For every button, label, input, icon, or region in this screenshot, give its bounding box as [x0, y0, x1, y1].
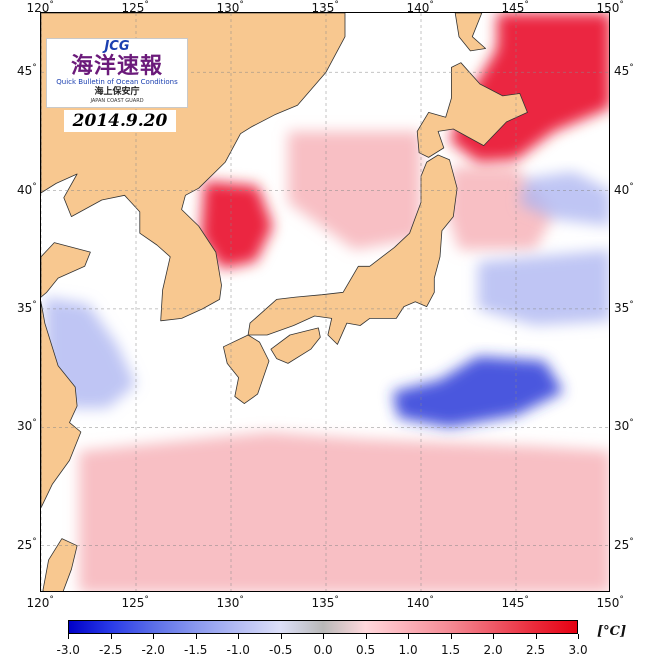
tick-lat-left-30: 30° [17, 418, 37, 434]
tick-lon-bottom-125: 125° [121, 595, 149, 610]
colorbar-tick-mark-5 [281, 634, 282, 639]
tick-lat-right-30: 30° [614, 418, 634, 434]
tick-lat-right-35: 35° [614, 299, 634, 315]
colorbar-tick-8: 1.0 [398, 643, 418, 657]
land-shikoku [270, 327, 321, 364]
colorbar-tick-mark-1 [111, 634, 112, 639]
tick-lon-bottom-145: 145° [501, 595, 529, 610]
tick-lon-bottom-120: 120° [26, 595, 54, 610]
tick-lon-top-145: 145° [501, 0, 529, 15]
land-sakhalin [454, 13, 487, 52]
colorbar-tick-5: -0.5 [269, 643, 293, 657]
land-honshu [247, 154, 458, 345]
colorbar [68, 620, 578, 634]
tick-lon-top-120: 120° [26, 0, 54, 15]
tick-lon-top-130: 130° [216, 0, 244, 15]
colorbar-tick-mark-4 [238, 634, 239, 639]
map-canvas [41, 13, 609, 591]
colorbar-tick-mark-9 [451, 634, 452, 639]
tick-lon-top-125: 125° [121, 0, 149, 15]
land-kyushu [222, 334, 270, 405]
colorbar-tick-7: 0.5 [356, 643, 376, 657]
colorbar-tick-1: -2.5 [99, 643, 123, 657]
anomaly-cold-sanriku [478, 249, 609, 326]
anomaly-cold-kuroshio-south [392, 356, 564, 428]
anomaly-warm-south-belt [79, 432, 609, 591]
tick-lat-left-45: 45° [17, 63, 37, 79]
colorbar-tick-mark-10 [493, 634, 494, 639]
colorbar-tick-mark-8 [408, 634, 409, 639]
land-taiwan [42, 538, 78, 591]
tick-lon-bottom-135: 135° [311, 595, 339, 610]
colorbar-tick-6: 0.0 [313, 643, 333, 657]
colorbar-tick-mark-11 [536, 634, 537, 639]
colorbar-tick-0: -3.0 [56, 643, 80, 657]
tick-lat-right-45: 45° [614, 63, 634, 79]
logo-mark: JCG [104, 39, 130, 54]
land-hokkaido [416, 62, 528, 158]
tick-lon-top-150: 150° [596, 0, 624, 15]
logo-agency: 海上保安庁 [94, 87, 140, 97]
tick-lat-right-25: 25° [614, 536, 634, 552]
tick-lon-top-135: 135° [311, 0, 339, 15]
land-china-southeast-coast [41, 301, 82, 509]
colorbar-tick-mark-7 [366, 634, 367, 639]
colorbar-tick-3: -1.5 [184, 643, 208, 657]
colorbar-tick-2: -2.0 [141, 643, 165, 657]
tick-lat-left-25: 25° [17, 536, 37, 552]
jcg-logo: JCG 海洋速報 Quick Bulletin of Ocean Conditi… [46, 38, 188, 108]
tick-lon-top-140: 140° [406, 0, 434, 15]
tick-lat-right-40: 40° [614, 181, 634, 197]
tick-lat-left-40: 40° [17, 181, 37, 197]
date-label: 2014.9.20 [64, 110, 176, 132]
colorbar-tick-4: -1.0 [226, 643, 250, 657]
colorbar-tick-mark-3 [196, 634, 197, 639]
colorbar-tick-12: 3.0 [568, 643, 588, 657]
tick-lon-bottom-130: 130° [216, 595, 244, 610]
sst-anomaly-map [40, 12, 610, 592]
tick-lat-left-35: 35° [17, 299, 37, 315]
tick-lon-bottom-150: 150° [596, 595, 624, 610]
logo-agency-en: JAPAN COAST GUARD [90, 98, 144, 104]
anomaly-cold-kuril [519, 171, 609, 226]
colorbar-tick-mark-2 [153, 634, 154, 639]
anomaly-warm-yellow-sea [200, 181, 273, 269]
colorbar-tick-11: 2.5 [526, 643, 546, 657]
colorbar-tick-mark-0 [68, 634, 69, 639]
colorbar-tick-mark-12 [578, 634, 579, 639]
tick-lon-bottom-140: 140° [406, 595, 434, 610]
land-shandong-east-china [41, 242, 91, 298]
logo-subtitle: Quick Bulletin of Ocean Conditions [56, 78, 178, 86]
colorbar-tick-mark-6 [323, 634, 324, 639]
colorbar-tick-10: 2.0 [483, 643, 503, 657]
colorbar-tick-9: 1.5 [441, 643, 461, 657]
logo-title: 海洋速報 [70, 53, 163, 79]
colorbar-unit: [°C] [597, 624, 627, 639]
